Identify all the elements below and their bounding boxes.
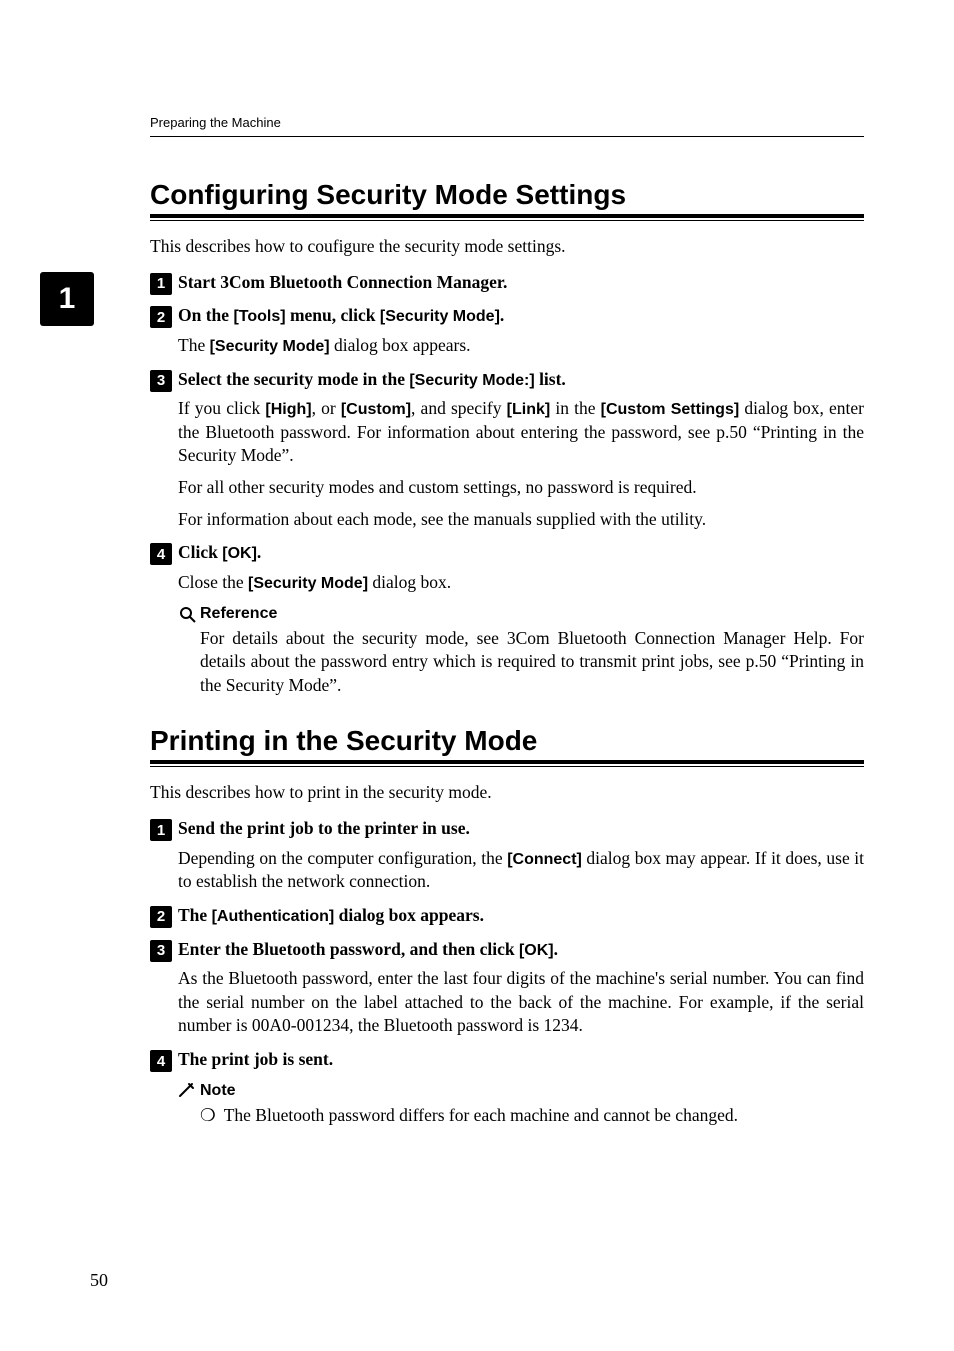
- step-title: Send the print job to the printer in use…: [178, 817, 470, 841]
- step-body: The [Security Mode] dialog box appears.: [178, 334, 864, 358]
- step: 1 Send the print job to the printer in us…: [150, 817, 864, 894]
- header-rule: [150, 136, 864, 137]
- step-body-text: The [Security Mode] dialog box appears.: [178, 334, 864, 358]
- step-title: The print job is sent.: [178, 1048, 333, 1072]
- note-list: ❍ The Bluetooth password differs for each…: [200, 1104, 864, 1128]
- note-item-text: The Bluetooth password differs for each …: [224, 1104, 738, 1128]
- step-number-icon: 1: [150, 819, 172, 841]
- step-body-text: Close the [Security Mode] dialog box.: [178, 571, 864, 595]
- note-head: Note: [178, 1082, 864, 1100]
- step-number-icon: 4: [150, 1050, 172, 1072]
- step: 3 Enter the Bluetooth password, and then …: [150, 938, 864, 1039]
- step-body: Close the [Security Mode] dialog box.: [178, 571, 864, 595]
- step-head: 3 Select the security mode in the [Securi…: [150, 368, 864, 392]
- reference-icon: [178, 605, 196, 623]
- step-head: 4 The print job is sent.: [150, 1048, 864, 1072]
- section2-thin-rule: [150, 766, 864, 767]
- step-body-text: As the Bluetooth password, enter the las…: [178, 967, 864, 1038]
- section2-title: Printing in the Security Mode: [150, 725, 864, 757]
- step-number-icon: 3: [150, 370, 172, 392]
- section1-title: Configuring Security Mode Settings: [150, 179, 864, 211]
- step: 1 Start 3Com Bluetooth Connection Manager…: [150, 271, 864, 295]
- reference-block: Reference For details about the security…: [178, 605, 864, 698]
- section1-thin-rule: [150, 220, 864, 221]
- step-title: On the [Tools] menu, click [Security Mod…: [178, 304, 504, 328]
- step-number-icon: 2: [150, 306, 172, 328]
- step-title: Select the security mode in the [Securit…: [178, 368, 566, 392]
- step-number-icon: 2: [150, 906, 172, 928]
- step: 4 Click [OK]. Close the [Security Mode] di…: [150, 541, 864, 594]
- step-body: If you click [High], or [Custom], and sp…: [178, 397, 864, 531]
- step-body-text: For information about each mode, see the…: [178, 508, 864, 532]
- step-title: Enter the Bluetooth password, and then c…: [178, 938, 558, 962]
- note-bullet-icon: ❍: [200, 1104, 216, 1128]
- step-body-text: For all other security modes and custom …: [178, 476, 864, 500]
- reference-head: Reference: [178, 605, 864, 623]
- page-number: 50: [90, 1270, 108, 1291]
- page-content: Preparing the Machine Configuring Securi…: [0, 0, 954, 1127]
- step-head: 2 The [Authentication] dialog box appears…: [150, 904, 864, 928]
- step-title: Click [OK].: [178, 541, 261, 565]
- step-head: 2 On the [Tools] menu, click [Security Mo…: [150, 304, 864, 328]
- section1-intro: This describes how to coufigure the secu…: [150, 235, 864, 259]
- step-body: As the Bluetooth password, enter the las…: [178, 967, 864, 1038]
- note-item: ❍ The Bluetooth password differs for each…: [200, 1104, 864, 1128]
- section1-thick-rule: [150, 214, 864, 218]
- step-body-text: If you click [High], or [Custom], and sp…: [178, 397, 864, 468]
- note-icon: [178, 1082, 196, 1100]
- step-body: Depending on the computer configuration,…: [178, 847, 864, 894]
- step-head: 4 Click [OK].: [150, 541, 864, 565]
- reference-label: Reference: [200, 605, 277, 623]
- running-header: Preparing the Machine: [150, 115, 864, 130]
- chapter-tab: 1: [40, 272, 94, 326]
- step: 4 The print job is sent.: [150, 1048, 864, 1072]
- section1-steps: 1 Start 3Com Bluetooth Connection Manager…: [150, 271, 864, 595]
- step-number-icon: 3: [150, 940, 172, 962]
- step-body-text: Depending on the computer configuration,…: [178, 847, 864, 894]
- step-head: 1 Start 3Com Bluetooth Connection Manager…: [150, 271, 864, 295]
- reference-body: For details about the security mode, see…: [200, 627, 864, 698]
- step-title: The [Authentication] dialog box appears.: [178, 904, 484, 928]
- step-head: 3 Enter the Bluetooth password, and then …: [150, 938, 864, 962]
- step: 2 On the [Tools] menu, click [Security Mo…: [150, 304, 864, 357]
- step: 3 Select the security mode in the [Securi…: [150, 368, 864, 532]
- note-label: Note: [200, 1082, 236, 1100]
- note-block: Note ❍ The Bluetooth password differs for…: [178, 1082, 864, 1128]
- section2-steps: 1 Send the print job to the printer in us…: [150, 817, 864, 1072]
- step-title: Start 3Com Bluetooth Connection Manager.: [178, 271, 507, 295]
- step-head: 1 Send the print job to the printer in us…: [150, 817, 864, 841]
- section2-thick-rule: [150, 760, 864, 764]
- step: 2 The [Authentication] dialog box appears…: [150, 904, 864, 928]
- section2-intro: This describes how to print in the secur…: [150, 781, 864, 805]
- step-number-icon: 4: [150, 543, 172, 565]
- step-number-icon: 1: [150, 273, 172, 295]
